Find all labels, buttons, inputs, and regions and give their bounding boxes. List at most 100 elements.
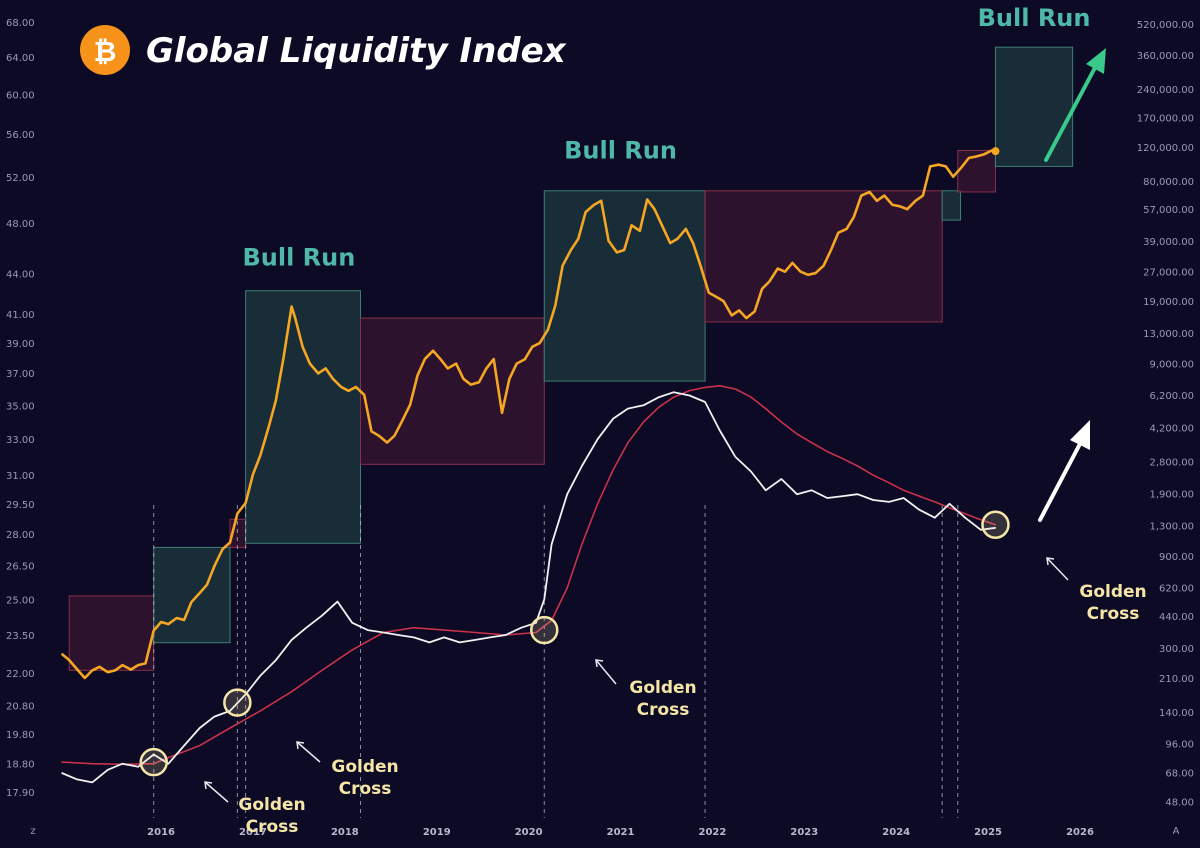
ma-point xyxy=(199,745,201,747)
btc-point xyxy=(524,358,526,360)
golden-cross-label-line2: Cross xyxy=(339,779,392,799)
btc-point xyxy=(662,226,664,228)
ma-point xyxy=(673,396,675,398)
btc-point xyxy=(478,381,480,383)
btc-point xyxy=(837,232,839,234)
btc-point xyxy=(983,153,986,155)
liquidity-point xyxy=(918,509,920,511)
btc-point xyxy=(252,473,254,475)
btc-point xyxy=(447,367,449,369)
btc-point xyxy=(213,565,215,567)
btc-point xyxy=(259,454,261,457)
liquidity-point xyxy=(199,727,201,729)
golden-cross-label-line2: Cross xyxy=(1087,604,1140,624)
liquidity-point xyxy=(489,636,491,639)
btc-point xyxy=(325,367,327,369)
liquidity-point xyxy=(321,615,323,617)
ma-point xyxy=(291,691,293,693)
btc-point xyxy=(340,386,342,388)
btc-point xyxy=(470,384,472,386)
liquidity-point xyxy=(121,763,124,765)
golden-cross-marker xyxy=(981,510,1010,539)
btc-point xyxy=(814,272,817,274)
golden-cross-label-line2: Cross xyxy=(246,817,299,837)
right-axis-tick-label: 27,000.00 xyxy=(1143,268,1194,279)
bull-run-label: Bull Run xyxy=(564,136,677,164)
btc-point xyxy=(144,662,147,665)
btc-point xyxy=(199,592,201,594)
golden-cross-marker xyxy=(530,615,559,645)
ma-point xyxy=(642,421,645,423)
ma-point xyxy=(704,386,706,388)
golden-cross-pointer-head xyxy=(1046,557,1055,566)
btc-point xyxy=(176,617,178,619)
liquidity-point xyxy=(994,527,997,529)
btc-point xyxy=(160,621,162,623)
liquidity-point xyxy=(229,710,231,712)
right-axis-tick-label: 210.00 xyxy=(1159,674,1194,685)
liquidity-point xyxy=(336,601,339,603)
bull-region-5 xyxy=(543,190,706,382)
btc-point xyxy=(332,378,334,380)
left-axis-tick-label: 56.00 xyxy=(6,130,35,141)
x-axis-tick-label: 2021 xyxy=(607,827,635,838)
ma-point xyxy=(719,385,721,387)
ma-point xyxy=(413,627,415,629)
bitcoin-glyph: ₿ xyxy=(94,35,117,68)
liquidity-point xyxy=(964,517,966,519)
left-axis-tick-label: 31.00 xyxy=(6,471,35,482)
btc-point xyxy=(823,265,825,267)
chart-title-group: ₿ Global Liquidity Index xyxy=(80,25,567,75)
btc-point xyxy=(455,363,457,365)
btc-point xyxy=(768,280,771,283)
x-axis-tick-label: 2017 xyxy=(239,827,267,838)
ma-point xyxy=(948,507,951,509)
left-axis-tick-label: 28.00 xyxy=(6,530,35,541)
left-axis-tick-label: 64.00 xyxy=(6,53,35,64)
btc-point xyxy=(275,399,277,401)
btc-point xyxy=(309,363,311,365)
liquidity-point xyxy=(382,631,385,634)
bear-region-6 xyxy=(704,190,943,323)
btc-point xyxy=(646,198,648,201)
ma-point xyxy=(597,503,599,505)
btc-point xyxy=(945,165,947,167)
right-corner-mark: A xyxy=(1173,826,1180,837)
btc-point xyxy=(952,176,954,178)
btc-point xyxy=(914,200,917,202)
golden-cross-label-line1: Golden xyxy=(238,795,305,815)
ma-point xyxy=(857,465,859,467)
ma-point xyxy=(474,631,476,634)
left-axis-tick-label: 60.00 xyxy=(6,90,35,101)
btc-point xyxy=(401,421,403,423)
btc-point xyxy=(183,619,185,621)
btc-point xyxy=(699,265,702,267)
btc-point xyxy=(363,394,365,396)
liquidity-point xyxy=(183,745,185,747)
golden-cross-layer: GoldenCrossGoldenCrossGoldenCrossGoldenC… xyxy=(139,510,1147,837)
btc-point xyxy=(516,363,518,365)
ma-point xyxy=(581,543,583,545)
btc-point xyxy=(485,367,487,369)
ma-point xyxy=(765,408,767,410)
ma-point xyxy=(535,631,537,634)
liquidity-point xyxy=(704,401,706,403)
btc-point xyxy=(554,305,556,307)
golden-cross-pointer-head xyxy=(296,741,305,750)
liquidity-point xyxy=(397,634,399,636)
golden-cross-pointer xyxy=(595,659,617,685)
btc-point xyxy=(593,204,595,206)
liquidity-point xyxy=(259,675,261,677)
btc-point xyxy=(876,200,878,202)
btc-point xyxy=(800,271,802,273)
golden-cross-marker xyxy=(223,688,252,717)
btc-point xyxy=(807,274,809,276)
btc-point xyxy=(98,666,101,668)
green-up-arrow xyxy=(1044,48,1106,162)
left-axis-tick-label: 41.00 xyxy=(6,310,35,321)
btc-point xyxy=(121,664,124,666)
liquidity-point xyxy=(872,499,874,501)
liquidity-point xyxy=(275,659,277,661)
liquidity-point xyxy=(888,501,890,503)
